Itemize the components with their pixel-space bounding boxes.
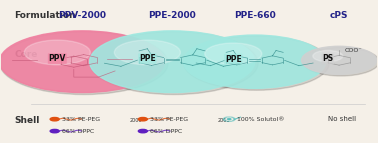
Circle shape [0,32,168,95]
Circle shape [223,117,235,121]
Circle shape [50,129,59,133]
Circle shape [303,47,378,76]
Text: PPV-2000: PPV-2000 [58,11,106,20]
Text: PPE: PPE [139,54,156,63]
Text: Formulation: Formulation [14,11,76,20]
Circle shape [114,40,180,65]
Circle shape [313,50,343,62]
Text: 66% DPPC: 66% DPPC [62,129,94,134]
Circle shape [183,35,326,88]
Text: PS: PS [322,54,333,63]
Circle shape [227,119,231,120]
Text: 2000: 2000 [130,118,142,123]
Text: PPE: PPE [225,54,242,63]
Text: COO⁻: COO⁻ [345,48,363,53]
Text: PPV: PPV [49,54,66,63]
Circle shape [184,36,329,90]
Circle shape [0,31,164,93]
Text: Shell: Shell [14,116,40,125]
Circle shape [90,31,255,93]
Text: PPE-2000: PPE-2000 [148,11,196,20]
Circle shape [138,129,147,133]
Text: 100% Solutol®: 100% Solutol® [237,117,284,122]
Text: No shell: No shell [328,116,356,122]
Text: 2000: 2000 [218,118,231,123]
Circle shape [90,32,258,95]
Circle shape [138,118,147,121]
Text: Core: Core [14,50,38,59]
Text: PPE-660: PPE-660 [234,11,276,20]
Text: 33% PE-PEG: 33% PE-PEG [62,117,100,122]
Circle shape [50,118,59,121]
Circle shape [302,46,376,74]
Circle shape [226,118,232,120]
Text: 66% DPPC: 66% DPPC [150,129,183,134]
Circle shape [205,43,262,64]
Circle shape [24,40,90,65]
Text: cPS: cPS [330,11,349,20]
Text: 33% PE-PEG: 33% PE-PEG [150,117,189,122]
